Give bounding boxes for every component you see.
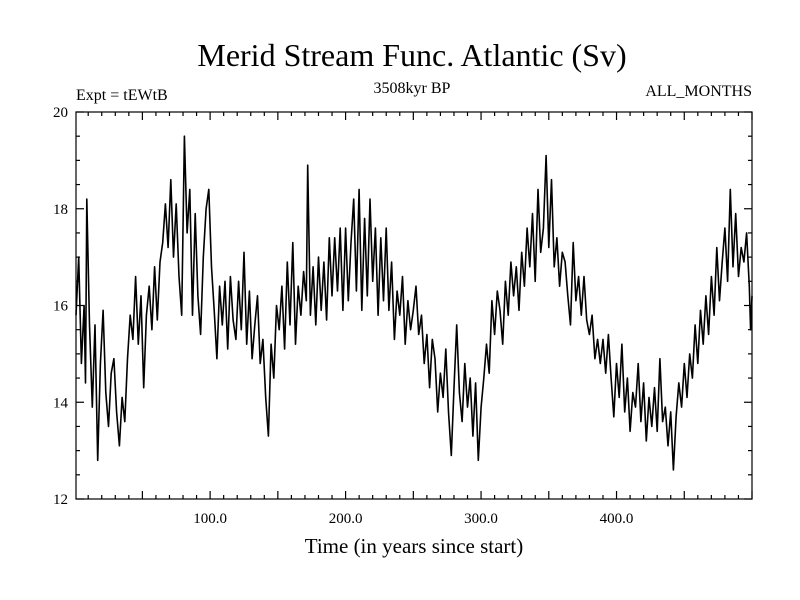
x-axis: 100.0 200.0 300.0 400.0: [87, 112, 753, 527]
y-tick-label: 20: [53, 105, 68, 121]
x-tick-label: 100.0: [193, 511, 227, 527]
y-tick-label: 16: [53, 299, 69, 315]
y-tick-label: 14: [53, 395, 69, 411]
experiment-label: Expt = tEWtB: [76, 87, 168, 104]
chart-title: Merid Stream Func. Atlantic (Sv): [197, 37, 626, 73]
x-tick-label: 200.0: [329, 511, 363, 527]
y-axis: 12 14 16 18 20: [53, 105, 752, 508]
chart-subtitle: 3508kyr BP: [374, 80, 451, 97]
y-tick-label: 18: [53, 202, 68, 218]
x-axis-label: Time (in years since start): [305, 534, 524, 558]
x-tick-label: 400.0: [600, 511, 634, 527]
y-tick-label: 12: [53, 492, 68, 508]
series-line: [75, 135, 753, 471]
period-label: ALL_MONTHS: [645, 83, 752, 100]
x-tick-label: 300.0: [464, 511, 498, 527]
